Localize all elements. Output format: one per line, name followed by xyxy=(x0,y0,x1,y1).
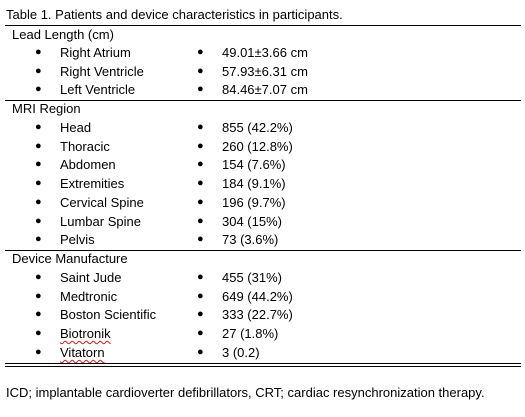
table-row: ● Right Atrium ● 49.01±3.66 cm xyxy=(5,45,521,64)
table-row: ● Left Ventricle ● 84.46±7.07 cm xyxy=(5,82,521,101)
row-label: Extremities xyxy=(60,176,125,191)
table-bottom-rule xyxy=(5,363,521,364)
row-value: 27 (1.8%) xyxy=(222,326,279,341)
bullet-icon: ● xyxy=(197,177,204,189)
bullet-icon: ● xyxy=(35,177,42,189)
bullet-icon: ● xyxy=(35,346,42,358)
bullet-icon: ● xyxy=(197,158,204,170)
table-row: ● Boston Scientific ● 333 (22.7%) xyxy=(5,307,521,326)
bullet-icon: ● xyxy=(35,215,42,227)
row-label: Biotronik xyxy=(60,326,111,341)
section-title: Device Manufacture xyxy=(12,251,128,266)
bullet-icon: ● xyxy=(197,327,204,339)
row-value: 649 (44.2%) xyxy=(222,289,293,304)
table-row: ● Pelvis ● 73 (3.6%) xyxy=(5,232,521,251)
bullet-icon: ● xyxy=(35,83,42,95)
bullet-icon: ● xyxy=(197,290,204,302)
row-label: Head xyxy=(60,120,92,135)
row-value: 3 (0.2) xyxy=(222,345,260,360)
table-bottom-rule-double xyxy=(5,366,521,367)
bullet-icon: ● xyxy=(197,83,204,95)
row-value: 455 (31%) xyxy=(222,270,282,285)
bullet-icon: ● xyxy=(197,196,204,208)
table-row: ● Cervical Spine ● 196 (9.7%) xyxy=(5,195,521,214)
bullet-icon: ● xyxy=(35,233,42,245)
table-row: ● Medtronic ● 649 (44.2%) xyxy=(5,289,521,308)
table-row: ● Biotronik ● 27 (1.8%) xyxy=(5,326,521,345)
bullet-icon: ● xyxy=(197,121,204,133)
row-label: Pelvis xyxy=(60,232,95,247)
row-label: Boston Scientific xyxy=(60,307,157,322)
bullet-icon: ● xyxy=(35,121,42,133)
row-value: 154 (7.6%) xyxy=(222,157,286,172)
section-title: Lead Length (cm) xyxy=(12,27,114,42)
table-row: ● Right Ventricle ● 57.93±6.31 cm xyxy=(5,64,521,83)
table-row: ● Extremities ● 184 (9.1%) xyxy=(5,176,521,195)
row-value: 260 (12.8%) xyxy=(222,139,293,154)
row-value: 84.46±7.07 cm xyxy=(222,82,308,97)
row-label: Lumbar Spine xyxy=(60,214,141,229)
row-value: 855 (42.2%) xyxy=(222,120,293,135)
bullet-icon: ● xyxy=(35,290,42,302)
bullet-icon: ● xyxy=(35,158,42,170)
bullet-icon: ● xyxy=(197,65,204,77)
bullet-icon: ● xyxy=(197,233,204,245)
bullet-icon: ● xyxy=(35,140,42,152)
bullet-icon: ● xyxy=(197,308,204,320)
table-row: ● Thoracic ● 260 (12.8%) xyxy=(5,139,521,158)
table-row: ● Head ● 855 (42.2%) xyxy=(5,120,521,139)
row-label: Abdomen xyxy=(60,157,116,172)
bullet-icon: ● xyxy=(35,308,42,320)
bullet-icon: ● xyxy=(197,46,204,58)
table-row: ● Abdomen ● 154 (7.6%) xyxy=(5,157,521,176)
row-label: Vitatorn xyxy=(60,345,105,360)
bullet-icon: ● xyxy=(197,346,204,358)
bullet-icon: ● xyxy=(35,46,42,58)
row-label: Right Atrium xyxy=(60,45,131,60)
table-row: ● Lumbar Spine ● 304 (15%) xyxy=(5,214,521,233)
table-footnote: ICD; implantable cardioverter defibrilla… xyxy=(6,385,485,400)
row-label: Cervical Spine xyxy=(60,195,144,210)
row-label: Saint Jude xyxy=(60,270,122,285)
row-value: 49.01±3.66 cm xyxy=(222,45,308,60)
row-value: 304 (15%) xyxy=(222,214,282,229)
section-title: MRI Region xyxy=(12,101,81,116)
section-divider xyxy=(5,250,521,251)
row-label: Right Ventricle xyxy=(60,64,144,79)
row-value: 73 (3.6%) xyxy=(222,232,279,247)
bullet-icon: ● xyxy=(197,271,204,283)
table-row: ● Vitatorn ● 3 (0.2) xyxy=(5,345,521,364)
row-label: Left Ventricle xyxy=(60,82,136,97)
row-value: 57.93±6.31 cm xyxy=(222,64,308,79)
bullet-icon: ● xyxy=(35,271,42,283)
row-value: 196 (9.7%) xyxy=(222,195,286,210)
bullet-icon: ● xyxy=(35,65,42,77)
row-label: Thoracic xyxy=(60,139,110,154)
section-divider xyxy=(5,100,521,101)
bullet-icon: ● xyxy=(35,327,42,339)
table-caption: Table 1. Patients and device characteris… xyxy=(6,7,343,22)
bullet-icon: ● xyxy=(35,196,42,208)
row-value: 333 (22.7%) xyxy=(222,307,293,322)
row-value: 184 (9.1%) xyxy=(222,176,286,191)
table-top-rule xyxy=(5,25,521,26)
bullet-icon: ● xyxy=(197,215,204,227)
row-label: Medtronic xyxy=(60,289,118,304)
table-row: ● Saint Jude ● 455 (31%) xyxy=(5,270,521,289)
bullet-icon: ● xyxy=(197,140,204,152)
